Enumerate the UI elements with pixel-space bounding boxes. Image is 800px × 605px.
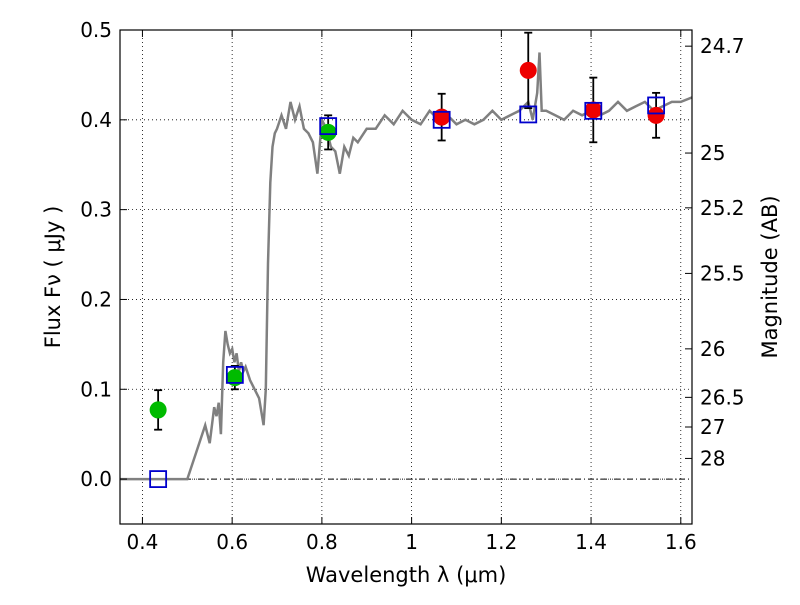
synthetic-flux-square <box>319 117 338 136</box>
measured-flux-point <box>149 401 167 419</box>
measured-flux-point <box>647 106 665 124</box>
x-tick-label: 0.4 <box>127 530 159 554</box>
synthetic-flux-square <box>584 101 603 120</box>
measured-flux-point <box>519 61 537 79</box>
y-tick-label: 0.2 <box>80 287 112 311</box>
measured-flux-point <box>584 101 602 119</box>
right-tick-label: 28 <box>700 446 725 470</box>
synthetic-squares <box>149 96 666 488</box>
y-tick-label: 0.1 <box>80 377 112 401</box>
right-tick-label: 25.2 <box>700 196 745 220</box>
right-tick-label: 27 <box>700 415 725 439</box>
model-spectrum-line <box>120 52 692 481</box>
y-tick-label: 0.4 <box>80 108 112 132</box>
x-axis-label: Wavelength λ (μm) <box>306 563 507 587</box>
x-tick-label: 0.6 <box>216 530 248 554</box>
x-tick-label: 1.4 <box>575 530 607 554</box>
measured-flux-point <box>319 123 337 141</box>
right-tick-label: 25.5 <box>700 261 745 285</box>
y-tick-label: 0.0 <box>80 467 112 491</box>
x-axis-ticks: 0.4 0.6 0.8 1 1.2 1.4 1.6 <box>127 30 697 554</box>
right-tick-label: 26 <box>700 337 725 361</box>
y-tick-label: 0.5 <box>80 18 112 42</box>
synthetic-flux-square <box>432 110 451 129</box>
right-axis-label: Magnitude (AB) <box>758 195 782 358</box>
y-axis-ticks: 0.0 0.1 0.2 0.3 0.4 0.5 <box>80 18 127 491</box>
synthetic-flux-square <box>149 470 168 488</box>
x-tick-label: 1.6 <box>665 530 697 554</box>
plot-frame <box>119 29 693 525</box>
plot-layer <box>120 52 692 481</box>
right-tick-label: 25 <box>700 141 725 165</box>
synthetic-flux-square <box>519 105 538 124</box>
synthetic-flux-square <box>647 96 666 115</box>
synthetic-flux-square <box>225 366 244 384</box>
y-axis-label: Flux Fν ( μJy ) <box>41 206 65 349</box>
x-tick-label: 1 <box>405 530 418 554</box>
right-axis-ticks: 24.7 25 25.2 25.5 26 26.5 27 28 <box>685 34 745 470</box>
x-tick-label: 0.8 <box>306 530 338 554</box>
right-tick-label: 26.5 <box>700 385 745 409</box>
plot-area <box>120 30 692 524</box>
y-tick-label: 0.3 <box>80 198 112 222</box>
right-tick-label: 24.7 <box>700 34 745 58</box>
x-tick-label: 1.2 <box>485 530 517 554</box>
